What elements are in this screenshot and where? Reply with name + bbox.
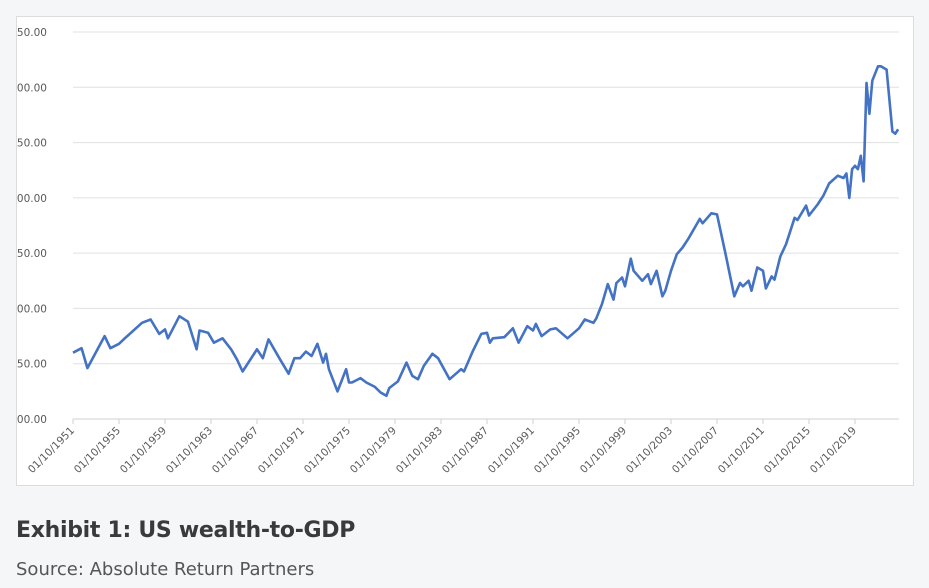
x-tick-label: 01/10/1951: [26, 425, 77, 476]
y-tick-label: 600.00: [17, 82, 47, 94]
x-tick-label: 01/10/1975: [302, 425, 353, 476]
exhibit-title: Exhibit 1: US wealth-to-GDP: [16, 518, 356, 543]
x-tick-label: 01/10/2007: [670, 425, 721, 476]
y-axis: 300.00 350.00 400.00 450.00 500.00 550.00 600.…: [17, 27, 47, 426]
x-axis: 01/10/195101/10/195501/10/195901/10/1963…: [26, 419, 859, 476]
x-tick-label: 01/10/1979: [348, 425, 399, 476]
y-tick-label: 450.00: [17, 248, 47, 260]
x-tick-label: 01/10/1963: [164, 425, 215, 476]
y-tick-label: 400.00: [17, 303, 47, 315]
source-note: Source: Absolute Return Partners: [16, 559, 315, 580]
line-chart: 300.00 350.00 400.00 450.00 500.00 550.00 600.…: [17, 27, 900, 476]
x-tick-label: 01/10/1967: [210, 425, 261, 476]
x-tick-label: 01/10/2003: [624, 425, 675, 476]
x-tick-label: 01/10/1959: [118, 425, 169, 476]
series-line-wealth-to-gdp: [72, 65, 900, 398]
chart-container: 300.00 350.00 400.00 450.00 500.00 550.00 600.…: [16, 16, 914, 486]
y-tick-label: 500.00: [17, 193, 47, 205]
y-tick-label: 650.00: [17, 27, 47, 39]
x-tick-label: 01/10/1955: [72, 425, 123, 476]
x-tick-label: 01/10/1991: [486, 425, 537, 476]
y-tick-label: 550.00: [17, 138, 47, 150]
x-tick-label: 01/10/1999: [578, 425, 629, 476]
x-tick-label: 01/10/1983: [394, 425, 445, 476]
x-tick-label: 01/10/2019: [808, 425, 859, 476]
y-tick-label: 350.00: [17, 359, 47, 371]
x-tick-label: 01/10/2015: [762, 425, 813, 476]
gridlines: [73, 31, 899, 420]
x-tick-label: 01/10/1995: [532, 425, 583, 476]
y-tick-label: 300.00: [17, 414, 47, 426]
x-tick-label: 01/10/1971: [256, 425, 307, 476]
x-tick-label: 01/10/2011: [716, 425, 767, 476]
x-tick-label: 01/10/1987: [440, 425, 491, 476]
